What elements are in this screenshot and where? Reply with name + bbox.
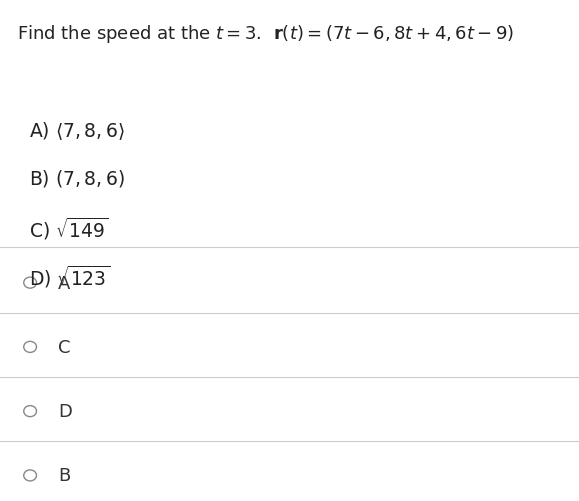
Text: B: B [58,466,70,484]
Text: A) $\langle 7, 8, 6 \rangle$: A) $\langle 7, 8, 6 \rangle$ [29,120,125,142]
Text: C: C [58,338,71,356]
Text: D) $\sqrt{123}$: D) $\sqrt{123}$ [29,263,110,289]
Text: B) $(7, 8, 6)$: B) $(7, 8, 6)$ [29,168,125,189]
Text: A: A [58,274,70,292]
Text: D: D [58,402,72,420]
Text: C) $\sqrt{149}$: C) $\sqrt{149}$ [29,215,109,241]
Text: Find the speed at the $t = 3$.  $\mathbf{r}(t) = (7t - 6, 8t + 4, 6t - 9)$: Find the speed at the $t = 3$. $\mathbf{… [17,23,515,45]
